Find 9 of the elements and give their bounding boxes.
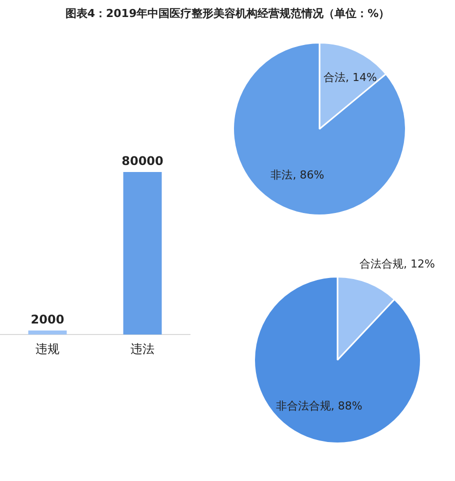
x-tick-label: 违规	[36, 342, 60, 356]
data-label: 2000	[30, 312, 64, 327]
slice-label: 合法, 14%	[324, 71, 377, 84]
slice-label: 合法合规, 12%	[360, 258, 435, 271]
data-label: 80000	[122, 154, 164, 168]
slice-label: 非法, 86%	[270, 168, 324, 182]
text: 图表4：2019年中国医疗整形美容机构经营规范情况（单位：%）	[64, 6, 391, 21]
x-tick-label: 违法	[130, 342, 154, 356]
slice-label: 非合法合规, 88%	[276, 399, 362, 412]
